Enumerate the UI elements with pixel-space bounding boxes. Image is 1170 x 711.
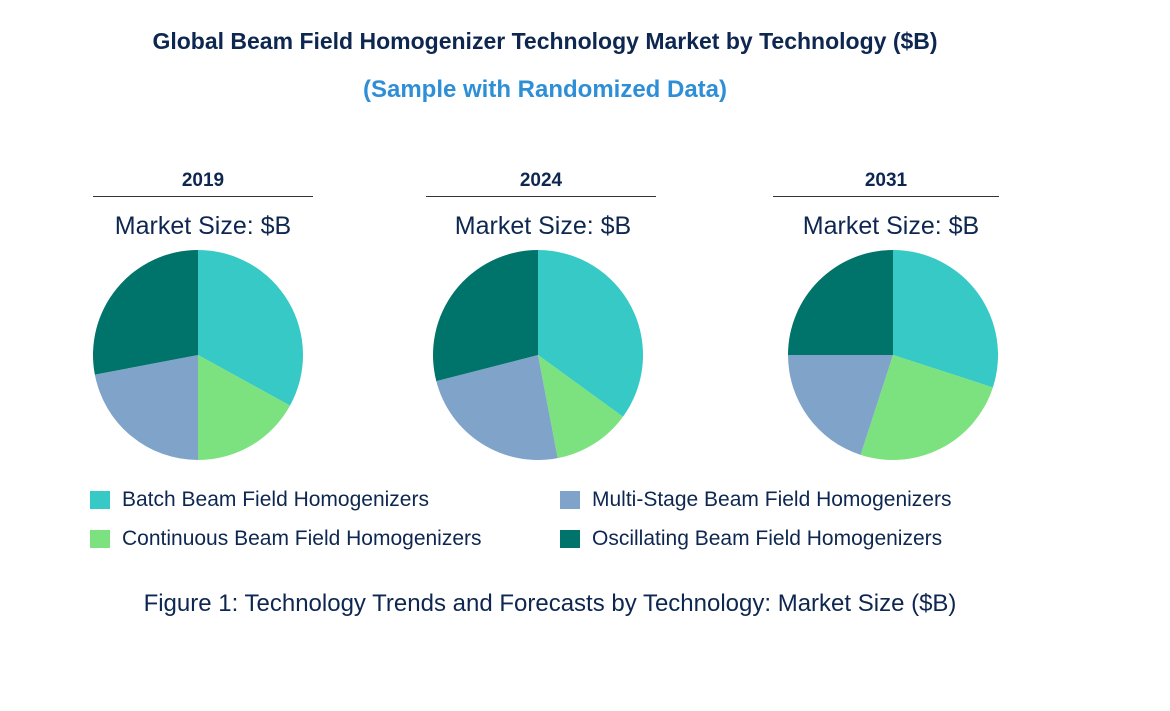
pie-slice-2019-3 xyxy=(92,250,198,375)
pie-slice-2024-0 xyxy=(538,250,644,417)
pie-slice-2031-2 xyxy=(788,355,893,455)
legend-swatch xyxy=(90,530,110,548)
pie-slice-2024-2 xyxy=(436,355,558,460)
market-size-2024: Market Size: $B xyxy=(454,212,632,240)
pie-slice-2019-0 xyxy=(198,250,304,406)
legend-item-oscillating: Oscillating Beam Field Homogenizers xyxy=(560,527,942,551)
legend-swatch xyxy=(560,491,580,509)
year-label-2031: 2031 xyxy=(773,170,999,197)
year-label-2024: 2024 xyxy=(426,170,656,197)
legend-item-batch: Batch Beam Field Homogenizers xyxy=(90,488,429,512)
chart-subtitle: (Sample with Randomized Data) xyxy=(362,76,728,103)
legend-swatch xyxy=(560,530,580,548)
market-size-2031: Market Size: $B xyxy=(802,212,980,240)
pie-slice-2031-0 xyxy=(893,250,999,388)
legend-swatch xyxy=(90,491,110,509)
pie-slice-2019-2 xyxy=(94,355,198,460)
legend-label: Oscillating Beam Field Homogenizers xyxy=(592,527,943,550)
pie-slice-2019-1 xyxy=(198,355,291,460)
year-label-2019: 2019 xyxy=(93,170,313,197)
legend-label: Continuous Beam Field Homogenizers xyxy=(122,527,482,550)
legend-item-multi-stage: Multi-Stage Beam Field Homogenizers xyxy=(560,488,951,512)
pie-slice-2031-1 xyxy=(860,355,993,460)
pie-slice-2024-3 xyxy=(433,250,538,382)
chart-title: Global Beam Field Homogenizer Technology… xyxy=(152,28,938,54)
figure-caption: Figure 1: Technology Trends and Forecast… xyxy=(143,590,957,617)
market-size-2019: Market Size: $B xyxy=(114,212,292,240)
legend-item-continuous: Continuous Beam Field Homogenizers xyxy=(90,527,482,551)
pie-slice-2024-1 xyxy=(538,355,623,459)
pie-slice-2031-3 xyxy=(788,250,893,355)
legend-label: Multi-Stage Beam Field Homogenizers xyxy=(592,488,952,511)
legend-label: Batch Beam Field Homogenizers xyxy=(122,488,429,511)
